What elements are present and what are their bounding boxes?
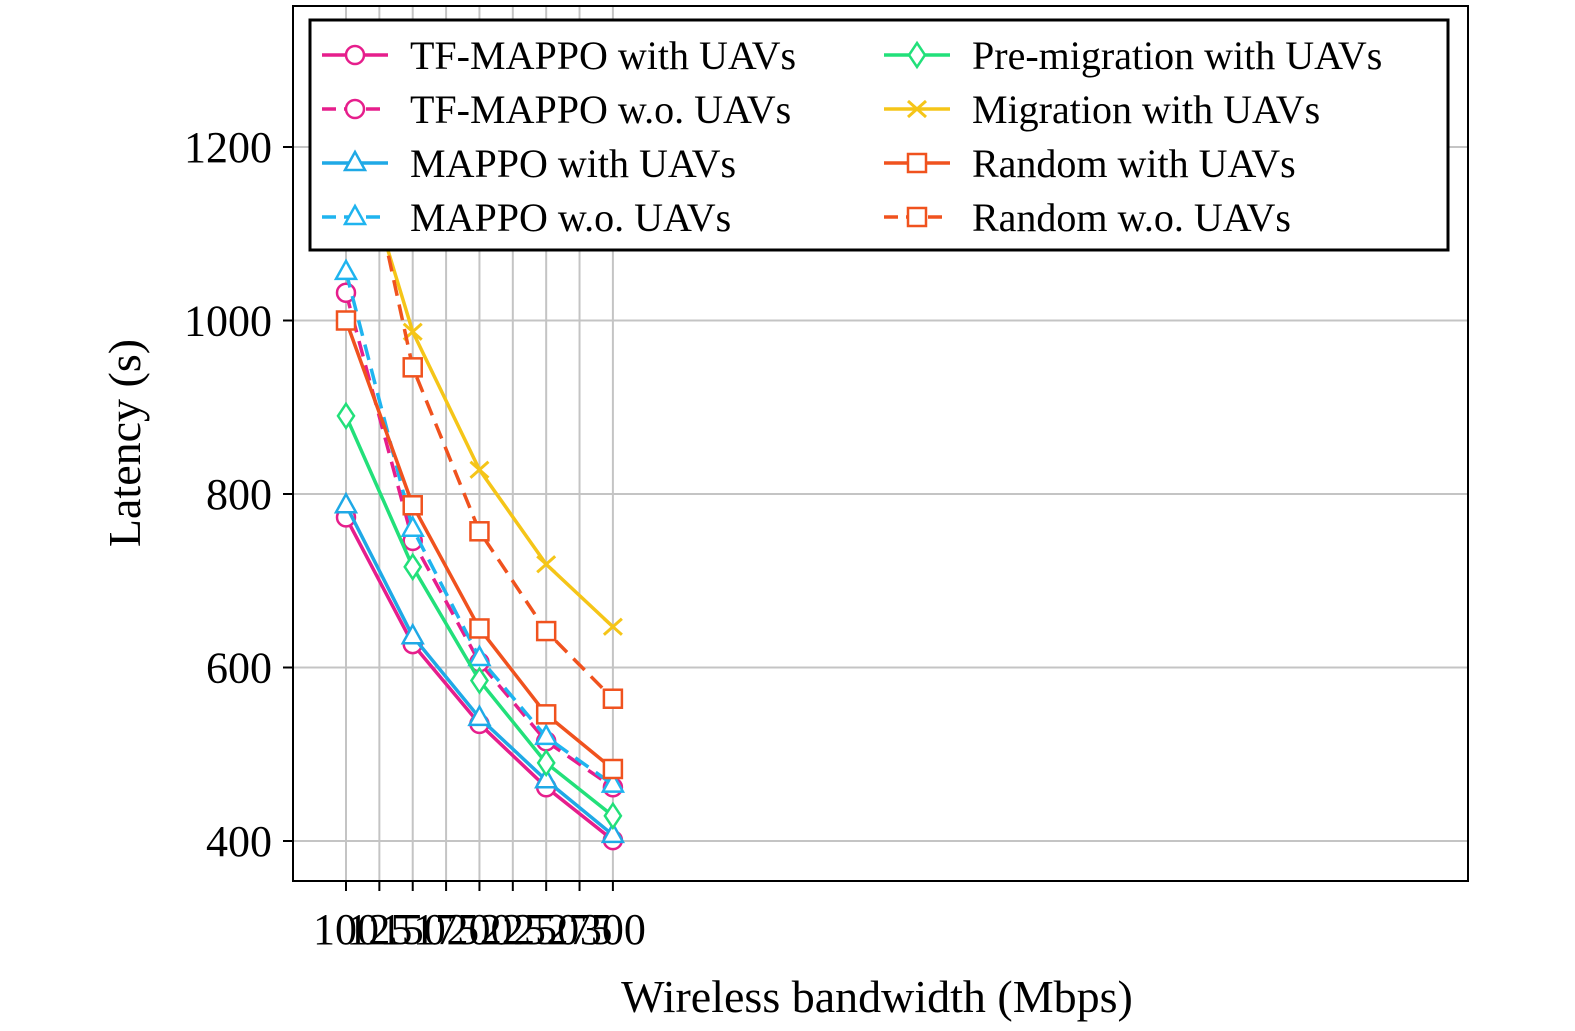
data-point: [535, 704, 557, 725]
data-point: [600, 821, 626, 844]
y-tick-label: 800: [206, 470, 272, 519]
data-point: [603, 801, 623, 831]
data-point: [602, 688, 624, 709]
legend-marker: [907, 40, 927, 70]
series-4: [336, 401, 623, 831]
legend-label: MAPPO with UAVs: [410, 141, 736, 186]
data-point: [469, 460, 490, 479]
data-point: [536, 555, 557, 574]
legend-marker: [344, 98, 366, 120]
data-point: [600, 771, 626, 793]
legend-label: TF-MAPPO w.o. UAVs: [410, 87, 791, 132]
plot-frame: [292, 5, 1469, 882]
legend-label: Random with UAVs: [972, 141, 1296, 186]
legend-marker: [906, 152, 928, 174]
data-point: [602, 617, 623, 636]
data-point: [403, 552, 423, 582]
x-tick-label: 100: [313, 905, 379, 954]
data-point: [333, 258, 359, 281]
y-tick-label: 400: [206, 817, 272, 866]
y-tick-label: 1000: [184, 297, 272, 346]
x-tick-label: 225: [480, 905, 546, 954]
legend-item: Pre-migration with UAVs: [884, 33, 1382, 78]
legend-label: MAPPO w.o. UAVs: [410, 195, 731, 240]
data-point: [333, 491, 359, 514]
y-axis-label: Latency (s): [99, 339, 150, 547]
legend-item: MAPPO with UAVs: [322, 141, 736, 186]
legend-marker: [344, 44, 366, 66]
data-point: [535, 620, 557, 642]
y-tick-label: 600: [206, 644, 272, 693]
legend-item: TF-MAPPO w.o. UAVs: [322, 87, 791, 132]
legend-marker: [906, 206, 928, 228]
legend-label: Migration with UAVs: [972, 87, 1320, 132]
legend-box: [308, 18, 1450, 252]
y-tick-label: 1200: [184, 123, 272, 172]
data-point: [534, 766, 559, 789]
data-point: [469, 618, 490, 639]
data-point: [467, 644, 492, 667]
legend-marker: [342, 203, 368, 226]
data-point: [400, 622, 425, 645]
x-tick-label: 300: [580, 905, 646, 954]
legend-label: Random w.o. UAVs: [972, 195, 1291, 240]
data-point: [534, 723, 559, 746]
data-point: [602, 758, 624, 780]
series-6: [335, 310, 624, 780]
legend-item: Migration with UAVs: [884, 87, 1320, 132]
data-point: [335, 310, 357, 331]
data-point: [335, 282, 357, 303]
data-point: [402, 357, 423, 378]
legend-marker: [342, 149, 368, 172]
data-point: [467, 704, 492, 727]
legend-item: TF-MAPPO with UAVs: [322, 33, 796, 78]
legend-item: MAPPO w.o. UAVs: [322, 195, 731, 240]
data-point: [402, 495, 423, 516]
x-tick-label: 175: [413, 905, 479, 954]
x-tick-label: 200: [446, 905, 512, 954]
legend-item: Random with UAVs: [884, 141, 1296, 186]
data-point: [469, 666, 489, 695]
x-tick-label: 150: [380, 905, 446, 954]
x-tick-label: 275: [547, 905, 613, 954]
legend: TF-MAPPO with UAVs TF-MAPPO w.o. UAVs MAPP…: [308, 18, 1450, 252]
data-point: [536, 748, 556, 778]
data-point: [469, 521, 490, 542]
series-line: [344, 292, 614, 789]
x-tick-label: 125: [346, 905, 412, 954]
series-2: [333, 491, 626, 844]
series-line: [344, 59, 615, 700]
series-layer: [333, 50, 626, 851]
data-point: [336, 401, 356, 431]
legend-item: Random w.o. UAVs: [884, 195, 1291, 240]
x-tick-label: 250: [513, 905, 579, 954]
legend-label: Pre-migration with UAVs: [972, 33, 1382, 78]
legend-marker: [907, 99, 927, 119]
x-axis-label: Wireless bandwidth (Mbps): [621, 971, 1133, 1022]
data-point: [400, 515, 425, 537]
legend-label: TF-MAPPO with UAVs: [410, 33, 796, 78]
